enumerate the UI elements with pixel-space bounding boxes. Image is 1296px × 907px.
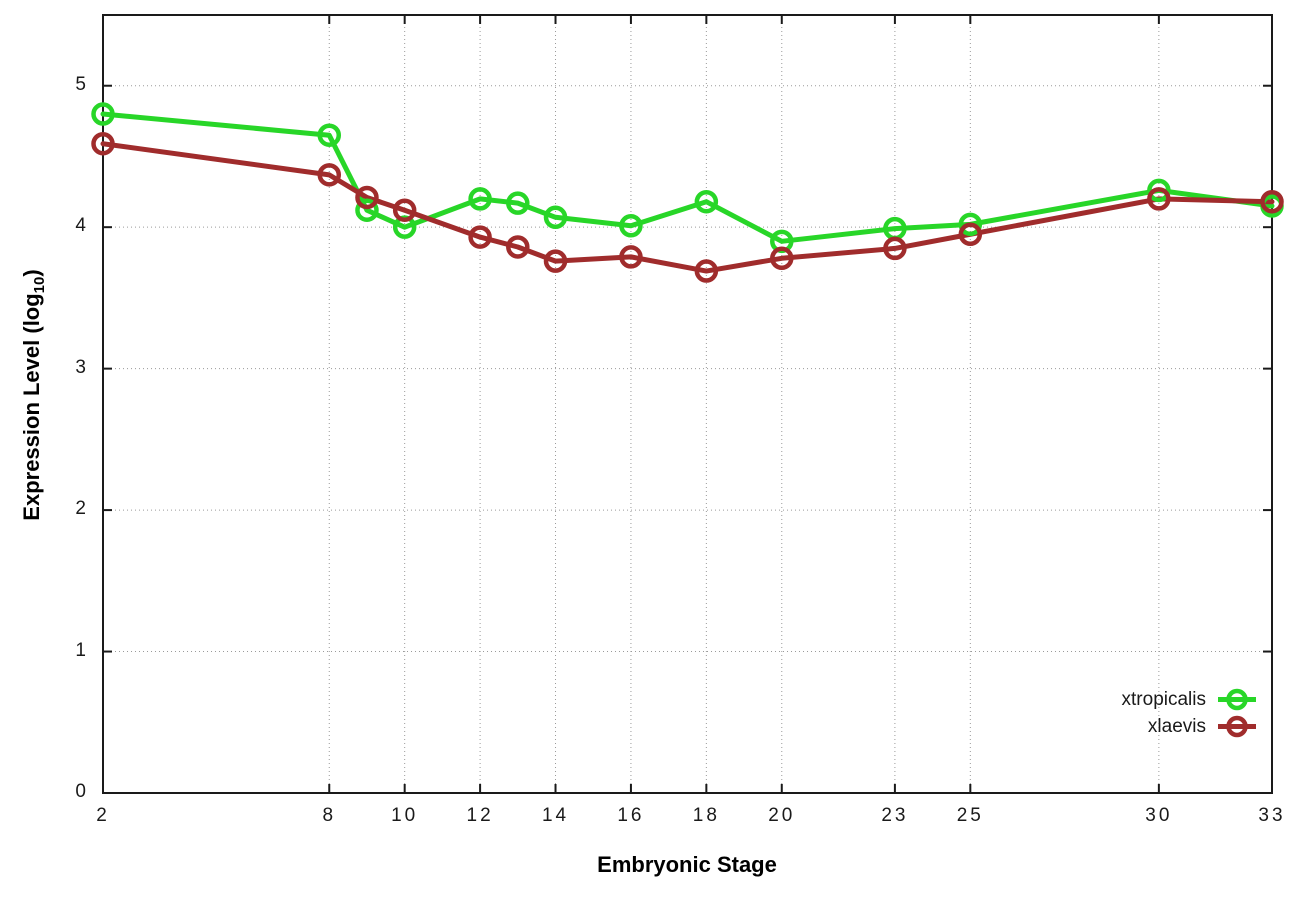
- xlaevis-marker: [694, 259, 719, 283]
- y-axis-title-subscript: 10: [31, 276, 48, 294]
- xlaevis-marker: [1260, 189, 1284, 214]
- x-tick-label-20: 20: [768, 805, 796, 826]
- legend-label-xlaevis: xlaevis: [1147, 715, 1206, 737]
- y-tick-label-0: 0: [75, 781, 86, 802]
- xlaevis-line: [100, 141, 1275, 274]
- xlaevis-marker: [355, 185, 379, 210]
- x-tick-label-30: 30: [1145, 805, 1173, 826]
- x-tick-label-33: 33: [1258, 805, 1286, 826]
- legend-item-xtropicalis: xtropicalis: [1122, 686, 1258, 713]
- y-tick-label-2: 2: [75, 498, 86, 520]
- x-tick-label-8: 8: [322, 805, 337, 826]
- xtropicalis-markers: [91, 102, 1284, 254]
- xlaevis-line-marker-swatch: [1218, 715, 1256, 738]
- legend-label-xtropicalis: xtropicalis: [1121, 688, 1206, 710]
- xlaevis-markers: [91, 131, 1284, 283]
- xlaevis-swatch-marker: [1226, 715, 1248, 738]
- xtropicalis-marker: [1147, 178, 1171, 203]
- y-tick-label-4: 4: [75, 215, 86, 237]
- xtropicalis-marker: [506, 191, 530, 215]
- xlaevis-marker: [883, 236, 907, 261]
- y-axis-title: Expression Level (log10): [9, 165, 55, 625]
- x-tick-label-18: 18: [692, 805, 720, 826]
- xlaevis-marker: [543, 249, 568, 273]
- tick-marks: [102, 15, 1273, 794]
- x-tick-label-12: 12: [466, 805, 494, 826]
- plot-border: [102, 14, 1273, 794]
- x-tick-label-25: 25: [956, 805, 984, 826]
- x-tick-label-10: 10: [391, 805, 419, 826]
- xtropicalis-marker: [543, 205, 568, 230]
- y-tick-label-1: 1: [75, 639, 86, 661]
- x-axis-title: Embryonic Stage: [597, 852, 777, 877]
- xlaevis-marker: [770, 246, 794, 271]
- gridlines: [103, 15, 1272, 793]
- xtropicalis-marker: [317, 123, 342, 147]
- xtropicalis-marker: [694, 189, 719, 214]
- xlaevis-marker: [91, 131, 115, 156]
- xtropicalis-marker: [619, 214, 643, 238]
- y-tick-label-5: 5: [75, 73, 86, 95]
- legend-item-xlaevis: xlaevis: [1122, 713, 1258, 740]
- xtropicalis-swatch-marker: [1226, 688, 1248, 711]
- xlaevis-marker: [958, 222, 983, 247]
- xtropicalis-line: [100, 111, 1275, 244]
- xtropicalis-marker: [355, 198, 379, 222]
- xtropicalis-marker: [468, 187, 492, 211]
- xtropicalis-marker: [958, 212, 983, 237]
- xlaevis-marker: [317, 163, 342, 187]
- xlaevis-marker: [392, 198, 417, 222]
- x-tick-label-14: 14: [541, 805, 570, 826]
- x-tick-label-2: 2: [96, 805, 110, 826]
- xlaevis-marker: [468, 225, 492, 249]
- xlaevis-marker: [1147, 187, 1171, 211]
- xtropicalis-marker: [91, 102, 115, 126]
- legend: xtropicalis xlaevis: [1122, 686, 1258, 740]
- xlaevis-marker: [619, 245, 643, 269]
- x-tick-label-16: 16: [617, 805, 645, 826]
- y-axis-title-suffix: ): [19, 269, 44, 277]
- xlaevis-marker: [506, 235, 530, 259]
- x-tick-label-23: 23: [881, 805, 909, 826]
- xtropicalis-line-marker-swatch: [1218, 688, 1256, 711]
- y-tick-label-3: 3: [75, 356, 86, 378]
- y-axis-title-text: Expression Level (log: [19, 293, 44, 521]
